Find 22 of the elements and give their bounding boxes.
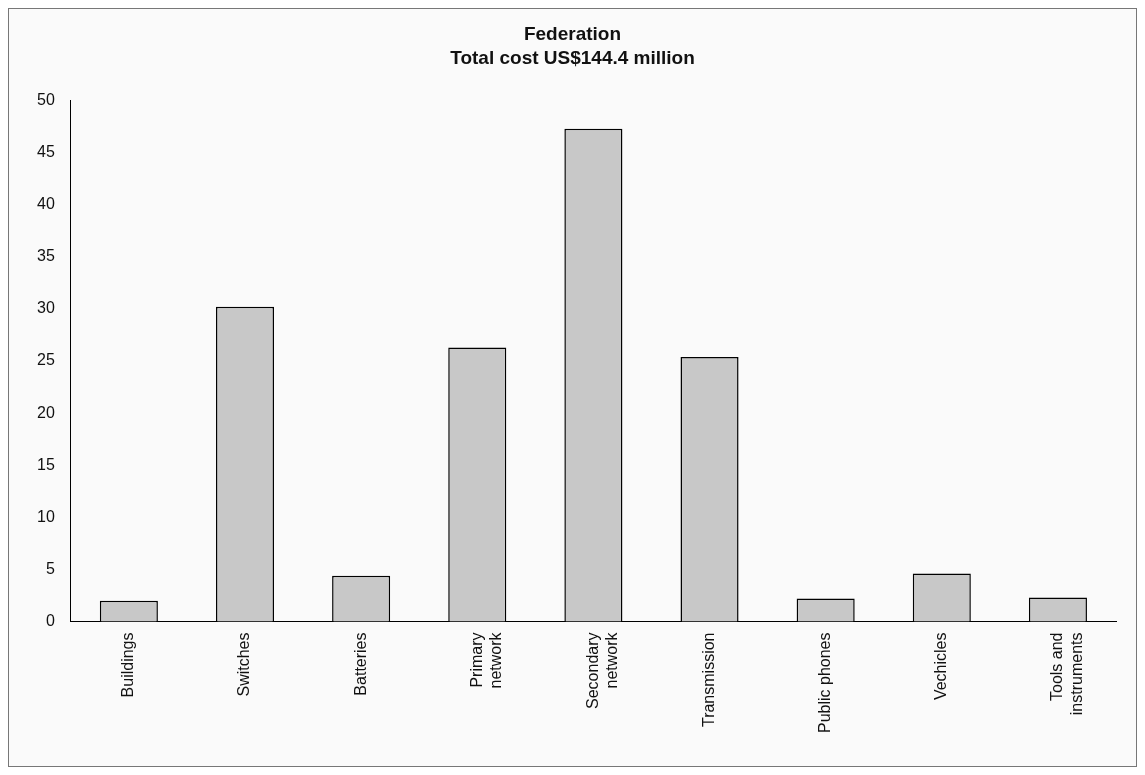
y-tick-label: 45 (37, 143, 55, 161)
y-tick-label: 10 (37, 507, 55, 525)
chart-subtitle: Total cost US$144.4 million (450, 47, 695, 69)
y-tick-label: 20 (37, 403, 55, 421)
y-tick-label: 0 (45, 611, 55, 629)
y-tick-label: 50 (37, 91, 55, 109)
x-tick-label: Buildings (119, 632, 137, 698)
y-tick-label: 25 (37, 351, 55, 369)
x-tick-label: Tools and instruments (1048, 632, 1085, 716)
y-tick-label: 35 (37, 247, 55, 265)
x-tick-label: Transmission (699, 632, 717, 728)
x-tick-label: Public phones (816, 632, 834, 733)
x-tick-label: Switches (235, 632, 253, 697)
chart-title: Federation (523, 22, 622, 44)
x-tick-label: Vechicles (932, 632, 950, 701)
x-tick-label: Secondary network (583, 631, 620, 709)
y-tick-label: 40 (37, 195, 55, 213)
y-tick-label: 15 (37, 455, 55, 473)
x-tick-label: Primary network (467, 631, 504, 689)
x-tick-label: Batteries (351, 632, 369, 696)
y-tick-label: 30 (37, 299, 55, 317)
y-tick-label: 5 (45, 559, 55, 577)
